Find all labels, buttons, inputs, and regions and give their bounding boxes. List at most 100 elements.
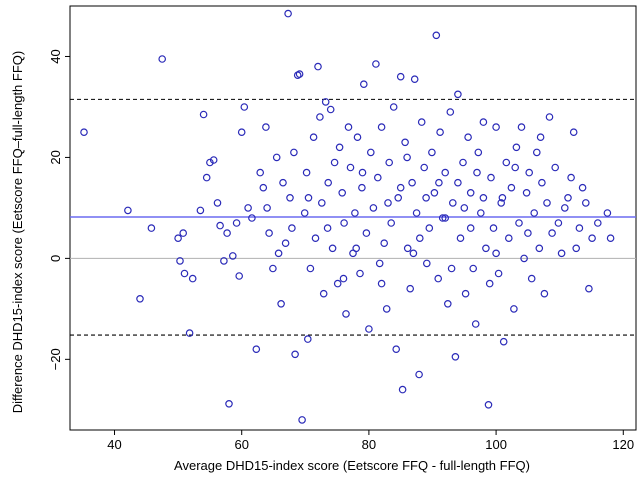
data-point: [524, 229, 532, 237]
data-point: [492, 249, 500, 258]
data-point: [540, 289, 549, 298]
data-point: [438, 214, 447, 222]
data-point: [339, 274, 348, 283]
data-point: [387, 219, 396, 227]
data-point: [279, 178, 287, 187]
data-point: [274, 249, 283, 258]
y-tick-label: 0: [48, 255, 63, 262]
data-point: [358, 168, 367, 177]
data-point: [365, 325, 373, 333]
data-point: [281, 239, 290, 248]
data-point: [487, 173, 495, 182]
data-point: [494, 269, 503, 278]
data-point: [448, 199, 457, 207]
data-point: [436, 128, 444, 137]
data-point: [517, 123, 526, 131]
data-point: [447, 264, 456, 273]
data-point: [338, 189, 347, 197]
data-point: [434, 274, 443, 283]
data-point: [603, 209, 612, 217]
x-tick-label: 120: [612, 437, 634, 452]
data-point: [466, 189, 475, 197]
data-point: [406, 284, 415, 293]
data-point: [446, 108, 455, 116]
x-tick-label: 40: [107, 437, 121, 452]
data-point: [432, 31, 441, 40]
data-point: [535, 244, 544, 253]
data-point: [525, 168, 534, 177]
data-point: [356, 269, 364, 278]
data-point: [284, 9, 292, 18]
data-point: [389, 103, 398, 111]
data-point: [512, 143, 521, 152]
data-point: [196, 206, 205, 215]
data-point: [232, 219, 241, 227]
data-point: [578, 183, 587, 192]
data-point: [223, 229, 231, 237]
data-point: [269, 264, 277, 273]
data-point: [384, 199, 392, 207]
data-point: [466, 224, 475, 232]
data-point: [428, 148, 436, 157]
data-point: [277, 299, 285, 308]
data-point: [240, 103, 249, 111]
data-point: [510, 305, 518, 313]
data-point: [485, 279, 494, 288]
data-point: [303, 335, 312, 343]
data-point: [451, 352, 460, 361]
data-point: [351, 209, 359, 217]
data-point: [309, 133, 318, 142]
data-point: [551, 163, 560, 172]
data-point: [180, 269, 189, 278]
data-point: [593, 219, 602, 227]
data-point: [554, 219, 563, 227]
data-point: [471, 320, 480, 328]
data-point: [412, 209, 421, 217]
data-point: [199, 110, 208, 119]
data-point: [314, 62, 322, 71]
data-point: [557, 249, 566, 258]
y-tick-label: −20: [48, 348, 63, 370]
data-point: [136, 294, 144, 303]
data-point: [346, 163, 355, 172]
data-point: [179, 229, 188, 237]
data-point: [375, 259, 384, 268]
data-point: [415, 234, 424, 243]
data-point: [382, 305, 391, 313]
data-point: [317, 199, 326, 207]
data-point: [295, 70, 304, 78]
data-point: [290, 148, 298, 157]
data-point: [396, 72, 405, 81]
data-point: [373, 173, 382, 182]
data-point: [408, 178, 416, 187]
y-axis-label: Difference DHD15-index score (Eetscore F…: [10, 51, 25, 413]
data-point: [588, 234, 596, 243]
data-point: [497, 199, 506, 207]
data-point: [507, 183, 516, 192]
data-point: [259, 183, 268, 192]
data-point: [220, 257, 228, 265]
data-point: [520, 254, 528, 263]
data-point: [420, 163, 429, 172]
data-point: [302, 168, 311, 177]
x-axis: 40 60 80 100 120: [107, 430, 634, 452]
data-point: [536, 133, 545, 142]
data-point: [316, 113, 324, 121]
y-tick-label: 40: [48, 49, 63, 63]
data-point: [575, 224, 584, 232]
data-point: [560, 204, 569, 212]
data-point: [263, 204, 271, 212]
data-point: [326, 105, 335, 114]
data-point: [430, 189, 439, 197]
data-point: [441, 168, 450, 177]
data-point: [425, 224, 434, 232]
data-point: [548, 229, 556, 237]
x-tick-label: 80: [362, 437, 376, 452]
data-point: [262, 123, 270, 131]
data-point: [504, 234, 513, 243]
data-point: [511, 163, 520, 172]
data-point: [311, 234, 320, 243]
data-point: [188, 274, 197, 283]
data-point: [272, 153, 281, 162]
data-point: [482, 244, 490, 253]
